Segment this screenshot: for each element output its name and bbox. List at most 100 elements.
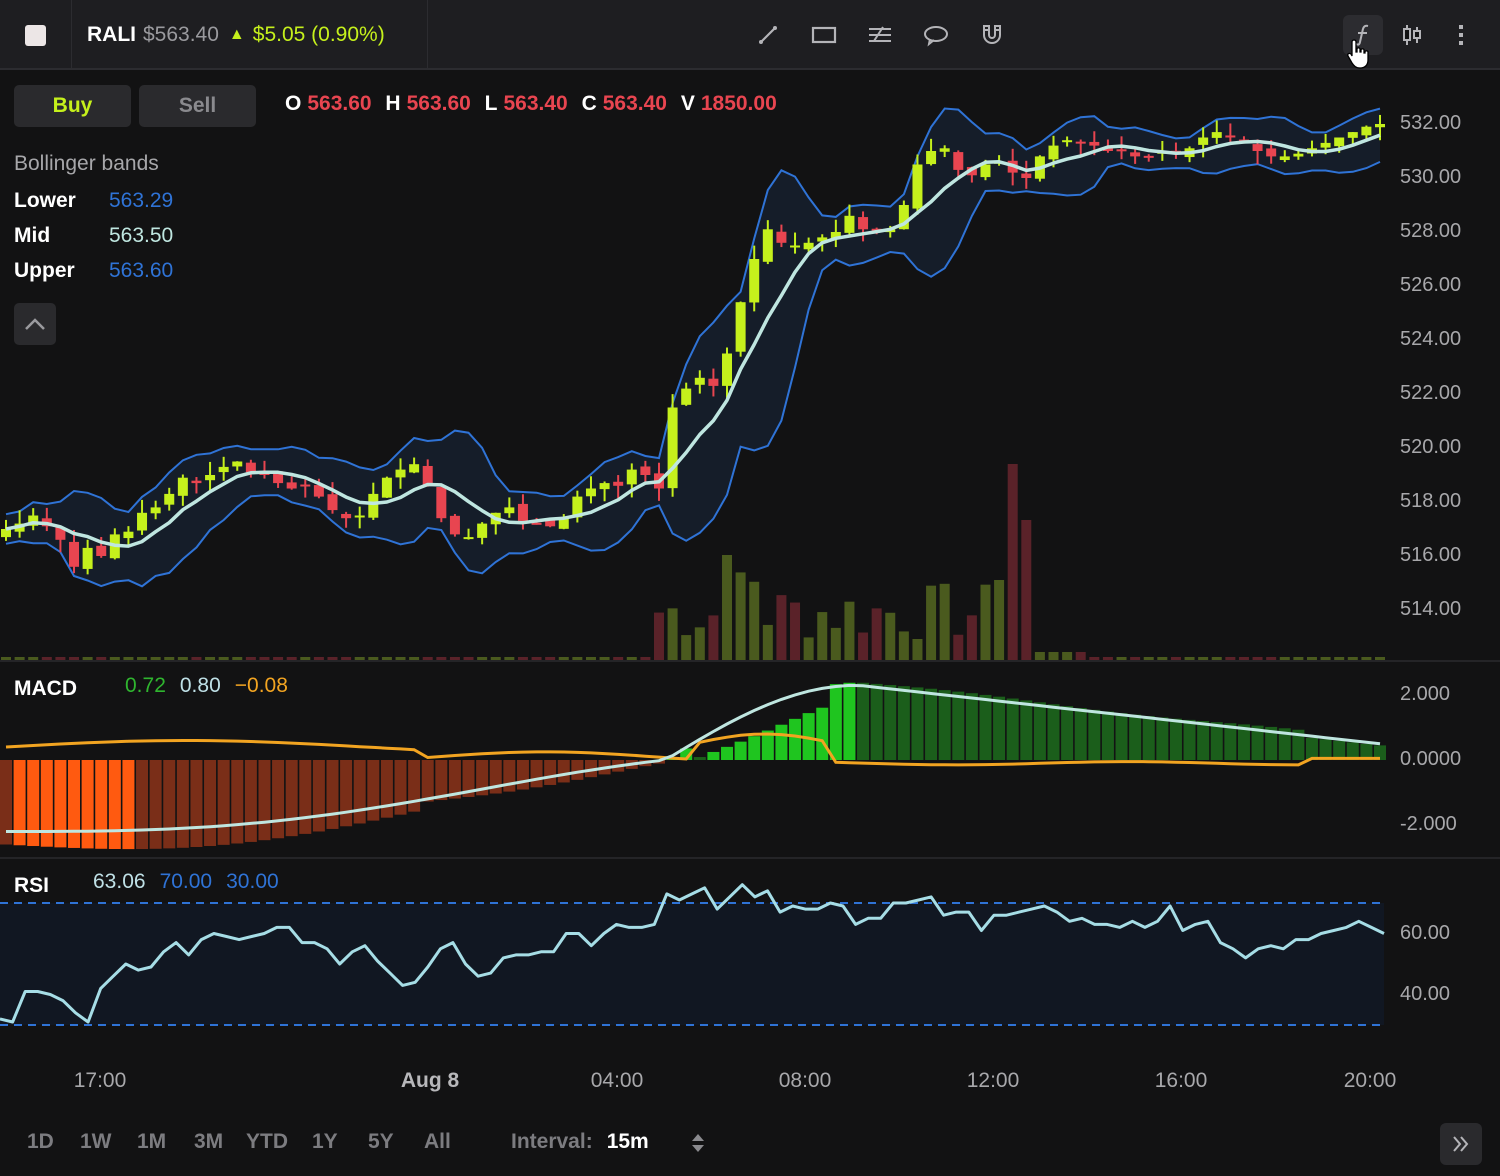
- volume-bar: [1266, 657, 1277, 660]
- macd-histogram-bar: [1169, 718, 1182, 760]
- candle-body: [953, 152, 964, 170]
- interval-selector[interactable]: Interval: 15m: [511, 1130, 649, 1154]
- more-menu-button[interactable]: [1443, 17, 1479, 53]
- range-ytd[interactable]: YTD: [246, 1130, 288, 1153]
- expand-button[interactable]: [1440, 1123, 1482, 1165]
- macd-histogram-bar: [54, 760, 67, 848]
- price-tick: 526.00: [1400, 274, 1462, 296]
- range-3m[interactable]: 3M: [194, 1130, 224, 1153]
- volume-bar: [14, 657, 25, 660]
- volume-bar: [898, 631, 909, 660]
- vertical-dots-icon: [1459, 25, 1463, 45]
- app-square-icon[interactable]: [25, 25, 46, 46]
- candle-body: [1375, 124, 1385, 128]
- macd-histogram-bar: [1183, 719, 1196, 760]
- macd-histogram-bar: [979, 694, 992, 760]
- macd-histogram-bar: [1033, 702, 1046, 760]
- line-tool-button[interactable]: [750, 17, 786, 53]
- candle-body: [545, 520, 556, 527]
- macd-histogram-bar: [680, 748, 693, 760]
- candle-body: [722, 353, 733, 386]
- range-all[interactable]: All: [424, 1130, 451, 1153]
- macd-histogram-bar: [1074, 708, 1087, 760]
- macd-histogram-bar: [938, 690, 951, 760]
- macd-histogram-bar: [108, 760, 121, 850]
- candle-body: [790, 245, 801, 248]
- range-1d[interactable]: 1D: [27, 1130, 54, 1153]
- sell-button[interactable]: Sell: [139, 85, 256, 127]
- volume-bar: [300, 657, 311, 660]
- macd-histogram-bar: [897, 686, 910, 760]
- time-tick: Aug 8: [400, 1069, 460, 1092]
- volume-bar: [205, 657, 216, 660]
- macd-histogram-bar: [1305, 737, 1318, 760]
- collapse-legend-button[interactable]: [14, 303, 56, 345]
- candle-body: [1130, 152, 1141, 157]
- macd-histogram-bar: [68, 760, 81, 848]
- bollinger-lower-line: [5, 160, 1381, 588]
- volume-bar: [477, 657, 488, 660]
- volume-bar: [871, 608, 882, 660]
- volume-bar: [341, 657, 352, 660]
- candle-body: [245, 462, 256, 473]
- candle-body: [436, 486, 447, 519]
- candle-body: [449, 515, 460, 535]
- volume-bar: [1089, 657, 1100, 660]
- candle-body: [205, 475, 216, 481]
- candle-body: [762, 229, 773, 262]
- range-5y[interactable]: 5Y: [368, 1130, 394, 1153]
- candle-body: [69, 541, 80, 567]
- macd-histogram-bar: [721, 746, 734, 760]
- buy-button[interactable]: Buy: [14, 85, 131, 127]
- macd-histogram-bar: [285, 760, 298, 837]
- volume-bar: [626, 657, 637, 660]
- menu-toggle-cell[interactable]: [0, 0, 72, 70]
- rectangle-tool-button[interactable]: [806, 17, 842, 53]
- rsi-tick: 60.00: [1400, 921, 1451, 944]
- magnet-tool-button[interactable]: [974, 17, 1010, 53]
- volume-bar: [69, 657, 80, 660]
- macd-histogram-bar: [1265, 726, 1278, 760]
- macd-histogram-bar: [13, 760, 26, 846]
- volume-bar: [817, 612, 828, 660]
- macd-histogram-bar: [163, 760, 176, 849]
- macd-histogram-bar: [1224, 723, 1237, 760]
- price-tick: 522.00: [1400, 382, 1462, 404]
- interval-stepper-icon[interactable]: [688, 1130, 708, 1156]
- macd-histogram-bar: [394, 760, 407, 815]
- candle-body: [191, 480, 202, 484]
- low-value: 563.40: [503, 92, 568, 115]
- candle-body: [926, 151, 937, 165]
- candle-body: [477, 523, 488, 538]
- macd-histogram-bar: [734, 741, 747, 760]
- volume-bar: [1062, 652, 1073, 660]
- macd-histogram-bar: [380, 760, 393, 818]
- volume-bar: [449, 657, 460, 660]
- range-1y[interactable]: 1Y: [312, 1130, 338, 1153]
- macd-line-value: 0.80: [179, 674, 221, 697]
- candle-body: [150, 507, 161, 514]
- macd-line: [6, 683, 1381, 833]
- macd-histogram-bar: [136, 760, 149, 850]
- chart-area[interactable]: [0, 70, 1500, 1070]
- volume-bar: [572, 657, 583, 660]
- macd-histogram-bar: [122, 760, 135, 850]
- open-label: O: [285, 92, 302, 115]
- range-1w[interactable]: 1W: [80, 1130, 112, 1153]
- candle-body: [1320, 142, 1331, 148]
- macd-histogram-bar: [353, 760, 366, 824]
- candle-body: [667, 407, 678, 489]
- comment-tool-button[interactable]: [918, 17, 954, 53]
- candle-body: [300, 484, 311, 487]
- candle-body: [912, 164, 923, 209]
- macd-histogram-bar: [476, 760, 489, 796]
- interval-label: Interval:: [511, 1130, 593, 1153]
- candle-body: [776, 231, 787, 243]
- range-1m[interactable]: 1M: [137, 1130, 167, 1153]
- fib-tool-button[interactable]: [862, 17, 898, 53]
- macd-histogram-bar: [312, 760, 325, 832]
- interval-value: 15m: [606, 1130, 649, 1153]
- chart-type-button[interactable]: [1394, 17, 1430, 53]
- volume-bar: [354, 657, 365, 660]
- macd-histogram-bar: [1020, 700, 1033, 760]
